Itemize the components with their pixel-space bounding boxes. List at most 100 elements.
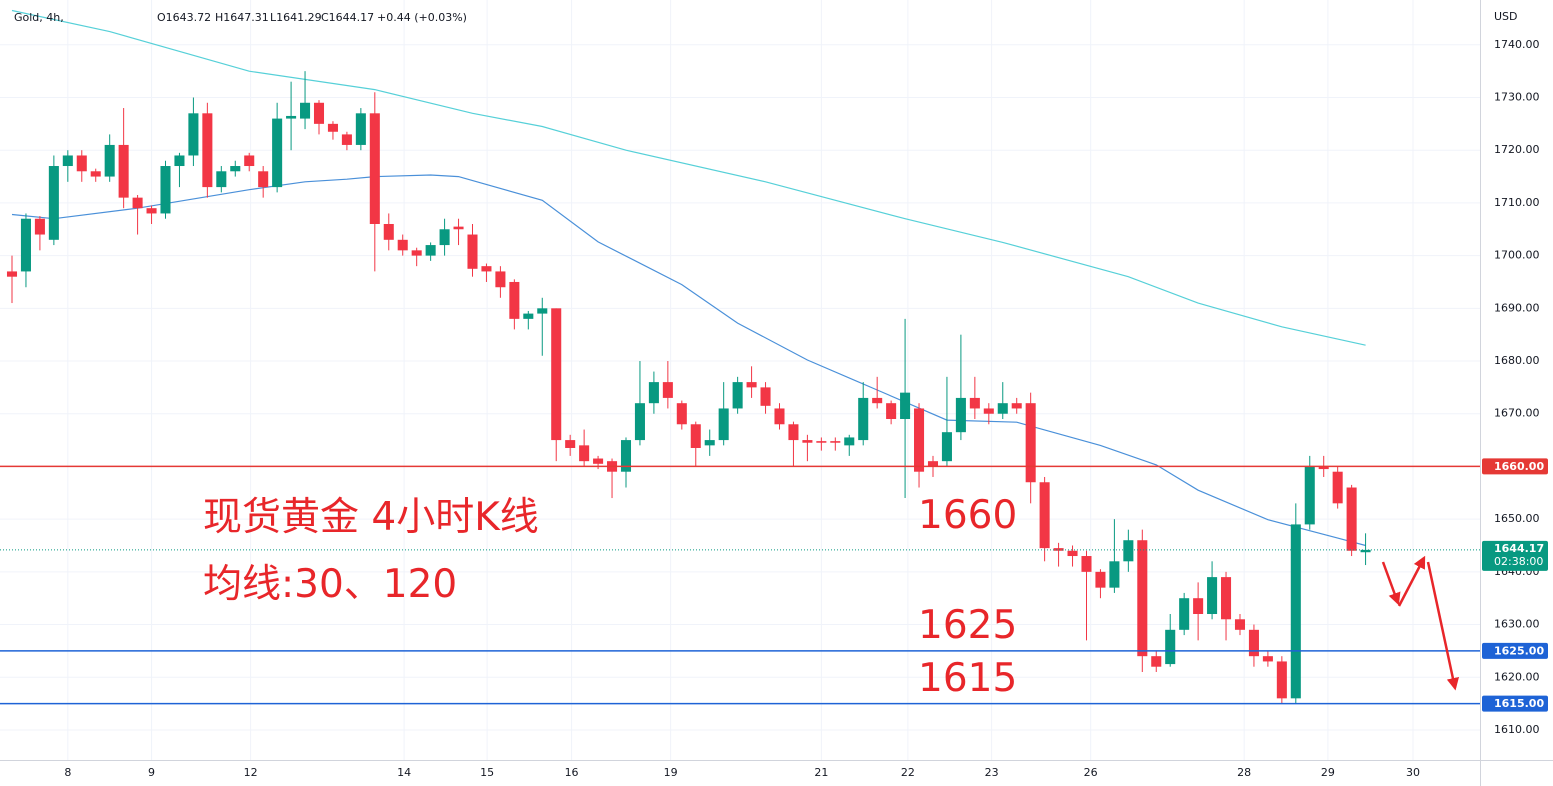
candle-body — [690, 424, 701, 448]
candle-body — [481, 266, 492, 272]
candle-body — [816, 441, 827, 443]
candle-body — [858, 397, 869, 441]
time-axis-bg — [0, 761, 1481, 786]
candle-body — [1081, 556, 1092, 572]
annotation: 均线:30、120 — [203, 562, 457, 607]
annotation: 现货黄金 4小时K线 — [203, 495, 539, 540]
candle-body — [844, 437, 855, 446]
candle-body — [1123, 540, 1134, 562]
x-tick-label: 30 — [1406, 766, 1420, 779]
candle-body — [258, 171, 269, 188]
symbol: Gold, 4h, — [14, 11, 64, 24]
candle-body — [355, 113, 366, 145]
annotation: 1615 — [918, 656, 1017, 701]
last-price-badge — [1482, 540, 1548, 571]
candle-body — [62, 155, 73, 167]
price-badge-label: 1615.00 — [1494, 697, 1544, 710]
price-badge-label: 1660.00 — [1494, 460, 1544, 473]
candle-body — [202, 113, 213, 188]
candle-body — [983, 408, 994, 414]
candle-body — [1248, 629, 1259, 657]
y-tick-label: 1680.00 — [1494, 354, 1540, 367]
candle-body — [341, 134, 352, 145]
y-tick-label: 1690.00 — [1494, 301, 1540, 314]
y-tick-label: 1720.00 — [1494, 143, 1540, 156]
candle-body — [676, 403, 687, 425]
plot — [0, 9, 1480, 705]
countdown: 02:38:00 — [1494, 555, 1543, 568]
candle-body — [788, 424, 799, 441]
candle-body — [1109, 561, 1120, 588]
candle-body — [565, 440, 576, 448]
x-tick-label: 29 — [1321, 766, 1335, 779]
candle-body — [1234, 619, 1246, 630]
arrow — [1381, 561, 1401, 606]
candle-body — [244, 155, 255, 167]
candle-body — [760, 387, 771, 406]
candle-body — [118, 144, 129, 198]
candle-body — [1137, 540, 1148, 657]
candle-body — [439, 229, 450, 246]
candle-body — [955, 397, 966, 433]
candle-body — [774, 408, 785, 425]
ohlc: L1641.29 — [270, 11, 322, 24]
x-tick-label: 8 — [64, 766, 71, 779]
candle-body — [704, 440, 715, 446]
x-tick-label: 14 — [397, 766, 411, 779]
candle-body — [1151, 656, 1162, 667]
candle-body — [1304, 466, 1315, 525]
candle-body — [634, 403, 645, 441]
candle-body — [927, 461, 939, 467]
candle-body — [509, 281, 520, 319]
candle-body — [718, 408, 729, 441]
candle-body — [467, 234, 478, 269]
candle-body — [216, 171, 227, 188]
candle-body — [579, 445, 590, 462]
y-tick-label: 1740.00 — [1494, 38, 1540, 51]
candle-body — [746, 382, 757, 388]
candle-body — [397, 239, 408, 251]
y-unit: USD — [1494, 10, 1518, 23]
candle-body — [383, 223, 394, 240]
arrow — [1397, 555, 1426, 607]
annotation: 1660 — [918, 493, 1017, 538]
candle-body — [802, 440, 813, 443]
candle-body — [369, 113, 380, 224]
candle-body — [886, 403, 897, 420]
price-badge — [1482, 458, 1548, 475]
candle-body — [551, 308, 562, 441]
annotation: 1625 — [918, 603, 1017, 648]
candle-body — [732, 382, 743, 409]
y-tick-label: 1710.00 — [1494, 196, 1540, 209]
candle-body — [1360, 549, 1371, 553]
candle-body — [146, 208, 157, 214]
y-tick-label: 1620.00 — [1494, 670, 1540, 683]
y-tick-label: 1650.00 — [1494, 512, 1540, 525]
candle-body — [453, 226, 464, 230]
moving-average — [11, 174, 1366, 547]
candle-body — [1179, 598, 1190, 630]
candle-body — [1290, 524, 1301, 699]
candle-body — [1262, 656, 1273, 662]
ohlc: C1644.17 — [321, 11, 374, 24]
candle-body — [1221, 577, 1232, 620]
price-badge — [1482, 642, 1548, 659]
candle-body — [1346, 487, 1357, 551]
y-tick-label: 1610.00 — [1494, 723, 1540, 736]
candle-body — [523, 313, 534, 319]
candle-body — [160, 166, 171, 214]
candle-body — [969, 397, 980, 409]
candle-body — [1318, 466, 1329, 470]
candle-body — [941, 432, 952, 462]
candle-body — [1165, 629, 1176, 665]
candle-body — [997, 403, 1008, 414]
x-tick-label: 21 — [814, 766, 828, 779]
candle-body — [313, 102, 325, 124]
candle-body — [1332, 471, 1343, 504]
candle-body — [188, 113, 199, 156]
x-tick-label: 15 — [480, 766, 494, 779]
candle-body — [830, 441, 841, 443]
candle-body — [1025, 403, 1036, 483]
x-tick-label: 16 — [565, 766, 579, 779]
price-axis-bg — [1481, 0, 1553, 786]
